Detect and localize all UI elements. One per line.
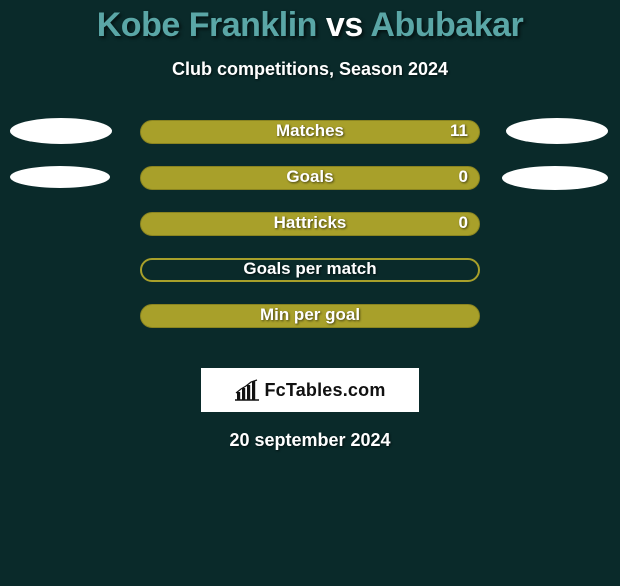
stat-bar xyxy=(140,258,480,282)
stat-row-min-per-goal: Min per goal xyxy=(0,304,620,350)
vs-text: vs xyxy=(326,6,363,44)
bar-chart-icon xyxy=(234,379,260,401)
stat-row-hattricks: Hattricks 0 xyxy=(0,212,620,258)
player1-bubble xyxy=(10,166,110,188)
stat-bar xyxy=(140,120,480,144)
stat-row-goals-per-match: Goals per match xyxy=(0,258,620,304)
player2-name: Abubakar xyxy=(370,6,523,44)
stat-row-matches: Matches 11 xyxy=(0,120,620,166)
stat-rows: Matches 11 Goals 0 Hattricks 0 Goals per… xyxy=(0,120,620,350)
brand-box: FcTables.com xyxy=(201,368,419,412)
player2-bubble xyxy=(502,166,608,190)
subtitle: Club competitions, Season 2024 xyxy=(0,59,620,80)
player2-bubble xyxy=(506,118,608,144)
player1-name: Kobe Franklin xyxy=(97,6,317,44)
player1-bubble xyxy=(10,118,112,144)
stat-bar xyxy=(140,166,480,190)
stat-row-goals: Goals 0 xyxy=(0,166,620,212)
comparison-title: Kobe Franklin vs Abubakar xyxy=(0,6,620,45)
stat-bar xyxy=(140,212,480,236)
date-text: 20 september 2024 xyxy=(0,430,620,451)
brand-text: FcTables.com xyxy=(264,380,385,401)
stat-bar xyxy=(140,304,480,328)
